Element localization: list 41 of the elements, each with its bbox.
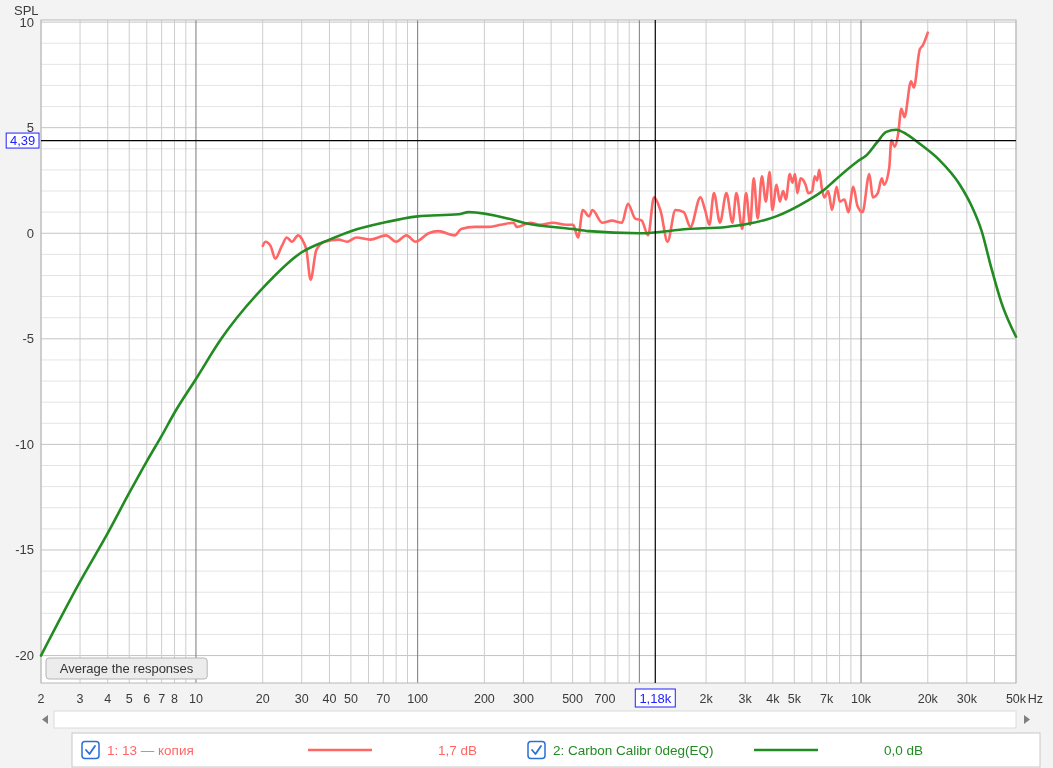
x-tick-label: 7k — [820, 691, 835, 706]
x-tick-label: 100 — [407, 691, 429, 706]
y-tick-label: 0 — [26, 225, 34, 241]
x-tick-label: 10k — [850, 691, 872, 706]
text: 2: Carbon Calibr 0deg(EQ) — [553, 743, 714, 758]
x-tick-label: 50 — [343, 691, 358, 706]
y-tick-label: -10 — [15, 436, 34, 452]
x-tick-label: 8 — [171, 691, 178, 706]
x-tick-label: 300 — [513, 691, 534, 706]
x-tick-label: 2 — [37, 691, 45, 706]
x-tick-label: 20 — [255, 691, 270, 706]
x-tick-label: 70 — [376, 691, 391, 706]
y-tick-label: 5 — [26, 120, 34, 136]
x-tick-label: 3k — [738, 691, 753, 706]
x-tick-label: 10 — [189, 691, 203, 706]
x-tick-label: 200 — [473, 691, 495, 706]
ref-line-label: 1,18k — [639, 690, 672, 706]
text: 1,7 dB — [437, 743, 477, 758]
annotation: Average the responses — [59, 661, 194, 676]
x-axis-title: Hz — [1027, 691, 1044, 706]
x-tick-label: 30 — [294, 691, 309, 706]
x-tick-label: 20k — [917, 691, 939, 706]
x-tick-label: 50k — [1005, 691, 1027, 706]
x-tick-label: 4k — [766, 691, 781, 706]
x-tick-label: 6 — [143, 691, 151, 706]
x-tick-label: 2k — [699, 691, 714, 706]
x-tick-label: 4 — [104, 691, 112, 706]
x-tick-label: 3 — [76, 691, 84, 706]
x-tick-label: 5 — [125, 691, 133, 706]
text: 0,0 dB — [883, 743, 923, 758]
x-tick-label: 30k — [956, 691, 978, 706]
y-tick-label: -5 — [22, 331, 34, 347]
x-tick-label: 500 — [562, 691, 584, 706]
x-tick-label: 5k — [787, 691, 802, 706]
x-tick-label: 7 — [158, 691, 166, 706]
y-tick-label: -20 — [15, 648, 34, 664]
text: 1: 13 — копия — [107, 743, 194, 758]
y-tick-label: -15 — [15, 542, 34, 558]
x-tick-label: 40 — [322, 691, 337, 706]
ref-line-label: 4,39 — [9, 133, 36, 149]
x-tick-label: 700 — [594, 691, 616, 706]
